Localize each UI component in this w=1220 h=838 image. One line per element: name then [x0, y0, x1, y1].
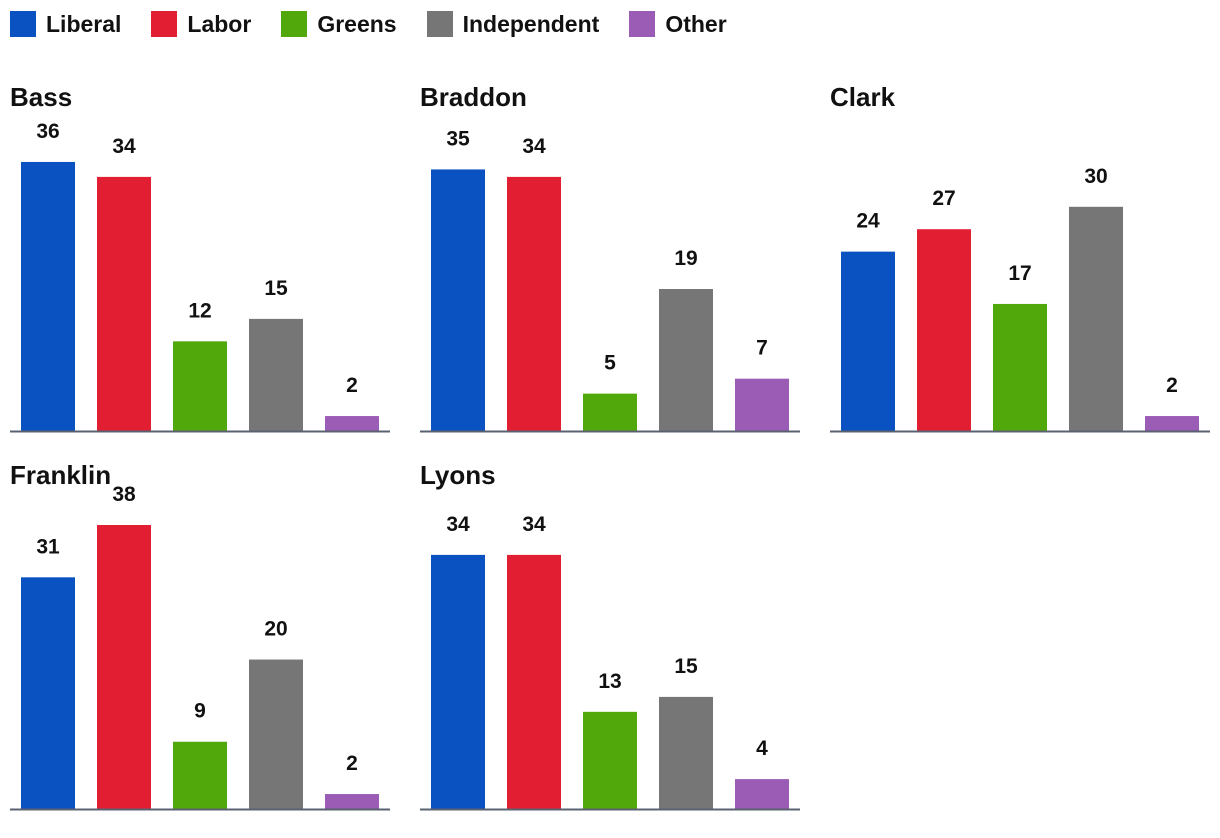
- chart-legend: Liberal Labor Greens Independent Other: [10, 10, 757, 38]
- legend-label: Liberal: [46, 10, 122, 37]
- legend-swatch: [426, 11, 453, 37]
- value-label-greens: 13: [598, 670, 621, 693]
- legend-item-other: Other: [629, 10, 727, 38]
- legend-label: Other: [665, 10, 727, 37]
- value-label-greens: 9: [194, 700, 206, 723]
- bar-chart-lyons: 34 34 13 15 4: [420, 513, 800, 811]
- value-label-independent: 19: [674, 247, 697, 270]
- value-label-liberal: 36: [36, 120, 59, 143]
- value-label-other: 2: [1166, 374, 1178, 397]
- bar-liberal: [21, 577, 75, 809]
- value-label-other: 2: [346, 752, 358, 775]
- value-label-other: 2: [346, 374, 358, 397]
- chart-title: Franklin: [10, 460, 112, 490]
- value-label-labor: 34: [522, 135, 546, 158]
- bar-other: [735, 378, 789, 431]
- chart-title: Clark: [830, 82, 896, 112]
- value-label-other: 7: [756, 337, 768, 360]
- legend-swatch: [151, 11, 178, 37]
- chart-title: Bass: [10, 82, 73, 112]
- bar-labor: [97, 525, 151, 809]
- value-label-liberal: 34: [446, 513, 470, 536]
- bar-other: [325, 416, 379, 431]
- bar-other: [1145, 416, 1199, 431]
- value-label-liberal: 24: [856, 210, 880, 233]
- chart-panel-clark: 24 27 17 30 2 Clark: [830, 82, 1212, 460]
- legend-item-independent: Independent: [426, 10, 600, 38]
- bar-labor: [917, 229, 971, 431]
- value-label-labor: 34: [112, 135, 136, 158]
- chart-title: Lyons: [420, 460, 496, 490]
- bar-liberal: [431, 169, 485, 431]
- value-label-greens: 5: [604, 352, 616, 375]
- bar-chart-franklin: 31 38 9 20 2: [10, 483, 390, 811]
- value-label-labor: 38: [112, 483, 136, 506]
- bar-chart-bass: 36 34 12 15 2: [10, 120, 390, 433]
- legend-item-greens: Greens: [281, 10, 397, 38]
- bar-chart-braddon: 35 34 5 19 7: [420, 127, 800, 433]
- bar-labor: [507, 176, 561, 431]
- bar-greens: [173, 741, 227, 809]
- legend-item-labor: Labor: [151, 11, 251, 38]
- chart-panel-bass: 36 34 12 15 2 Bass: [10, 82, 392, 460]
- bar-liberal: [21, 161, 75, 431]
- bar-labor: [97, 176, 151, 431]
- chart-panel-franklin: 31 38 9 20 2 Franklin: [10, 460, 392, 838]
- bar-greens: [173, 341, 227, 431]
- bar-other: [735, 779, 789, 809]
- value-label-independent: 15: [264, 277, 288, 300]
- value-label-greens: 12: [188, 299, 211, 322]
- value-label-other: 4: [756, 737, 768, 760]
- bar-liberal: [841, 251, 895, 431]
- value-label-liberal: 31: [36, 535, 60, 558]
- value-label-greens: 17: [1008, 262, 1031, 285]
- bar-independent: [249, 318, 303, 431]
- legend-label: Greens: [317, 10, 397, 37]
- value-label-labor: 27: [932, 187, 955, 210]
- bar-greens: [583, 711, 637, 809]
- legend-label: Independent: [462, 10, 600, 37]
- bar-independent: [1069, 206, 1123, 431]
- chart-panel-braddon: 35 34 5 19 7 Braddon: [420, 82, 802, 460]
- bar-greens: [583, 393, 637, 431]
- legend-swatch: [281, 11, 308, 37]
- legend-item-liberal: Liberal: [10, 11, 121, 38]
- bar-independent: [659, 696, 713, 809]
- value-label-independent: 20: [264, 618, 287, 641]
- legend-label: Labor: [187, 10, 252, 37]
- bar-labor: [507, 554, 561, 809]
- value-label-labor: 34: [522, 513, 546, 536]
- bar-independent: [249, 659, 303, 809]
- bar-other: [325, 794, 379, 809]
- value-label-independent: 15: [674, 655, 698, 678]
- legend-swatch: [10, 11, 36, 37]
- bar-independent: [659, 289, 713, 431]
- bar-chart-clark: 24 27 17 30 2: [830, 165, 1210, 433]
- bar-greens: [993, 303, 1047, 431]
- value-label-liberal: 35: [446, 127, 470, 150]
- chart-panel-lyons: 34 34 13 15 4 Lyons: [420, 460, 802, 838]
- value-label-independent: 30: [1084, 165, 1107, 188]
- legend-swatch: [629, 11, 656, 37]
- bar-liberal: [431, 554, 485, 809]
- chart-title: Braddon: [420, 82, 527, 112]
